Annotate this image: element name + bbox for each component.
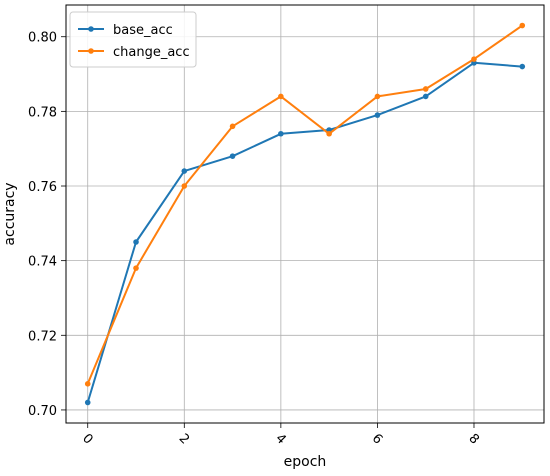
data-point-change_acc	[133, 265, 139, 271]
data-point-base_acc	[422, 93, 429, 100]
x-tick-label: 8	[465, 431, 481, 447]
data-point-change_acc	[326, 130, 332, 137]
data-point-base_acc	[278, 130, 284, 137]
y-tick-label: 0.72	[28, 329, 57, 344]
y-axis-label: accuracy	[2, 182, 18, 245]
data-point-base_acc	[519, 63, 526, 70]
data-point-base_acc	[229, 153, 236, 159]
ticks: 0 2 4 6 8 0.70 0.72 0.74 0.76 0.78 0.80	[28, 31, 482, 448]
data-point-change_acc	[374, 93, 381, 100]
legend-marker-change_acc	[88, 48, 94, 54]
legend-marker-base_acc	[88, 26, 94, 32]
x-tick-label: 2	[176, 431, 192, 447]
x-tick-label: 0	[79, 431, 95, 447]
series-line-change_acc	[86, 24, 523, 385]
series-line-base_acc	[86, 61, 523, 403]
data-point-base_acc	[181, 168, 188, 174]
legend-label-base_acc: base_acc	[113, 23, 173, 38]
x-axis-label: epoch	[284, 454, 327, 470]
plot-frame	[65, 4, 545, 424]
data-point-base_acc	[374, 112, 381, 118]
legend-label-change_acc: change_acc	[113, 45, 190, 60]
x-tick-label: 6	[369, 431, 385, 447]
x-tick-label: 4	[272, 431, 288, 447]
legend-box	[69, 11, 197, 68]
data-point-change_acc	[229, 123, 236, 130]
data-point-change_acc	[181, 183, 188, 189]
y-tick-label: 0.74	[28, 255, 57, 270]
data-point-change_acc	[84, 381, 91, 387]
data-point-change_acc	[422, 86, 429, 92]
grid	[66, 5, 544, 423]
y-tick-label: 0.80	[28, 31, 57, 46]
series-layer	[84, 22, 526, 406]
data-point-change_acc	[471, 56, 477, 62]
legend: base_acc change_acc	[69, 11, 197, 68]
data-point-change_acc	[519, 22, 526, 29]
data-point-base_acc	[133, 239, 139, 245]
y-tick-label: 0.70	[28, 404, 57, 419]
data-point-base_acc	[84, 399, 91, 406]
y-tick-label: 0.78	[28, 105, 57, 120]
y-tick-label: 0.76	[28, 180, 57, 195]
data-point-change_acc	[278, 93, 284, 100]
